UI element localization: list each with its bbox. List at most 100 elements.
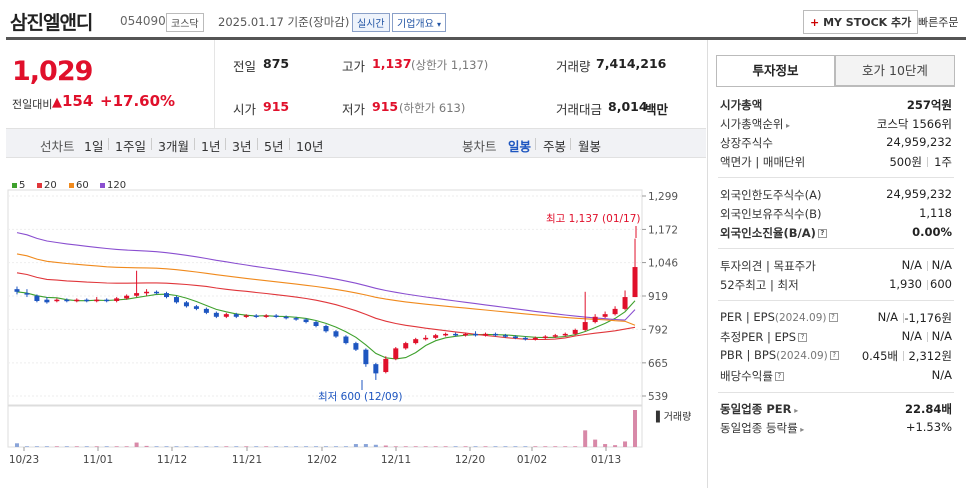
upper-limit: (상한가 1,137) <box>411 58 489 72</box>
volume-frame <box>7 404 643 448</box>
volume-bar <box>543 446 548 447</box>
change-value: ▲154 <box>52 92 93 110</box>
week52-label: 52주최고 | 최저 <box>720 278 799 292</box>
volume-bar <box>64 446 69 447</box>
period-3m[interactable]: 3개월 <box>158 139 189 154</box>
volume-bar <box>453 446 458 447</box>
divider <box>214 40 215 128</box>
candle-monthly[interactable]: 월봉 <box>578 139 602 154</box>
my-stock-label: MY STOCK 추가 <box>823 16 912 29</box>
volume-bar <box>204 446 209 447</box>
candle-daily[interactable]: 일봉 <box>508 139 532 154</box>
volume-bar <box>284 446 289 447</box>
row-opinion: 투자의견 | 목표주가 N/A N/A <box>720 258 952 276</box>
divider <box>535 138 536 150</box>
volume-bar <box>254 446 259 447</box>
candle-body <box>144 291 150 294</box>
candlestick-chart[interactable]: 1,299 1,172 1,046 919 792 665 539 최고 1,137 (01/… <box>0 0 706 489</box>
volume-bar <box>294 446 299 447</box>
candle-body <box>253 315 259 317</box>
foreign-ratio-value: 0.00% <box>912 225 952 239</box>
volume-bar <box>164 446 169 447</box>
tab-orderbook[interactable]: 호가 10단계 <box>835 55 955 86</box>
candle-body <box>482 333 488 336</box>
est-per-value: N/A <box>901 329 922 343</box>
candle-body <box>582 322 588 330</box>
volume-bar <box>194 446 199 447</box>
divider <box>927 261 928 271</box>
chevron-right-icon: ▸ <box>791 406 799 415</box>
period-10y[interactable]: 10년 <box>296 139 324 154</box>
chevron-down-icon: ▾ <box>437 20 442 29</box>
candle-body <box>403 343 409 349</box>
period-1y[interactable]: 1년 <box>201 139 221 154</box>
volume-label: 거래량 <box>556 59 591 74</box>
volume-bar <box>14 443 19 447</box>
change-label: 전일대비 <box>12 98 53 111</box>
low-annotation: 최저 600 (12/09) <box>318 391 403 403</box>
stock-name: 삼진엘앤디 <box>10 12 93 34</box>
volume-bar <box>84 446 89 447</box>
volume-bar <box>623 441 628 447</box>
help-icon[interactable]: ? <box>828 313 838 322</box>
market-cap-value: 257억원 <box>906 98 952 112</box>
candle-body <box>363 349 369 365</box>
legend-ma60: 60 <box>69 180 89 191</box>
period-1w[interactable]: 1주일 <box>115 139 146 154</box>
period-5y[interactable]: 5년 <box>264 139 284 154</box>
candle-body <box>602 314 608 317</box>
candle-weekly[interactable]: 주봉 <box>543 139 567 154</box>
help-icon[interactable]: ? <box>817 229 827 238</box>
chart-toolbar <box>6 128 706 158</box>
help-icon[interactable]: ? <box>798 333 808 342</box>
volume-bar <box>363 444 368 447</box>
cap-rank-label[interactable]: 시가총액순위 ▸ <box>720 117 791 131</box>
candle-body <box>532 337 538 340</box>
candle-body <box>492 333 498 336</box>
quick-order-button[interactable]: 빠른주문 <box>918 16 959 29</box>
prev-close-value: 875 <box>263 56 290 71</box>
realtime-button[interactable]: 실시간 <box>352 13 390 32</box>
ma120-line <box>16 232 636 321</box>
legend-swatch <box>69 182 74 188</box>
volume-bar <box>44 446 49 447</box>
row-52week: 52주최고 | 최저 1,930 600 <box>720 277 952 295</box>
corp-info-dropdown[interactable]: 기업개요 ▾ <box>392 13 447 32</box>
legend-swatch <box>12 182 17 188</box>
candle-body <box>632 267 638 298</box>
volume-bar <box>603 444 608 447</box>
legend-label: 5 <box>19 180 26 191</box>
eps-value: -1,176원 <box>904 311 952 325</box>
candle-body <box>323 326 329 332</box>
date-text: 2025.01.17 기준(장마감) <box>218 15 350 29</box>
market-cap-label: 시가총액 <box>720 98 763 112</box>
volume-label: ▌거래량 <box>655 410 691 423</box>
week52-high: 1,930 <box>889 277 922 291</box>
volume-bar <box>393 446 398 447</box>
volume-bar <box>353 444 358 447</box>
industry-per-label[interactable]: 동일업종 PER ▸ <box>720 402 799 416</box>
help-icon[interactable]: ? <box>829 351 839 360</box>
volume-bar <box>593 439 598 447</box>
my-stock-add-button[interactable]: + MY STOCK 추가 <box>803 10 919 34</box>
divider <box>257 138 258 150</box>
volume-bar <box>343 446 348 447</box>
tab-invest[interactable]: 투자정보 <box>716 55 835 86</box>
industry-per-value: 22.84배 <box>905 402 952 416</box>
industry-rate-label[interactable]: 동일업종 등락률 ▸ <box>720 421 805 435</box>
volume-bar <box>244 446 249 447</box>
industry-rate-value: +1.53% <box>905 420 952 434</box>
candle-body <box>333 331 339 337</box>
volume-bar <box>463 446 468 447</box>
header-divider <box>6 37 966 40</box>
volume-bar <box>473 446 478 447</box>
x-tick-label: 11/01 <box>83 454 113 466</box>
period-3y[interactable]: 3년 <box>232 139 252 154</box>
candle-body <box>124 295 130 299</box>
candle-body <box>134 293 140 296</box>
candle-body <box>433 335 439 338</box>
help-icon[interactable]: ? <box>774 372 784 381</box>
row-foreign-hold: 외국인보유주식수(B) 1,118 <box>720 206 952 224</box>
foreign-ratio-label: 외국인소진율(B/A)? <box>720 225 827 241</box>
period-1d[interactable]: 1일 <box>84 139 104 154</box>
